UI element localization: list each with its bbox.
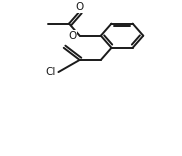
Text: Cl: Cl [46,67,56,77]
Text: O: O [68,31,76,41]
Text: O: O [76,2,84,12]
